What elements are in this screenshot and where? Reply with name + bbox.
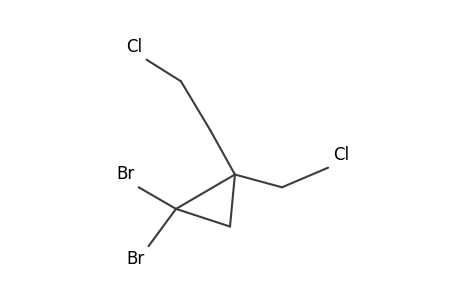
Text: Br: Br (116, 165, 134, 183)
Text: Cl: Cl (332, 146, 348, 164)
Text: Br: Br (126, 250, 144, 268)
Text: Cl: Cl (126, 38, 142, 56)
